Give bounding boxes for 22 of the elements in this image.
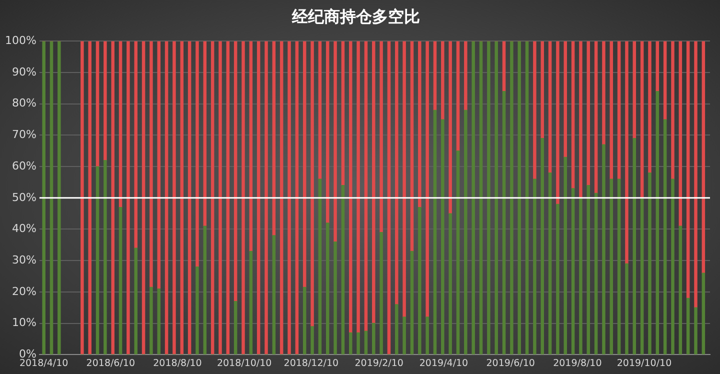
x-tick-label: 2019/4/10 — [419, 358, 468, 369]
y-tick-label: 10% — [12, 316, 36, 330]
x-tick-label: 2018/8/10 — [153, 358, 202, 369]
x-tick-label: 2018/4/10 — [19, 358, 68, 369]
x-tick-label: 2019/6/10 — [486, 358, 535, 369]
y-tick-label: 30% — [12, 253, 36, 266]
x-tick-label: 2019/10/10 — [616, 358, 672, 369]
y-tick-label: 90% — [12, 65, 36, 78]
x-tick-label: 2019/8/10 — [553, 358, 602, 369]
x-tick-label: 2018/10/10 — [216, 358, 272, 369]
y-tick-label: 50% — [12, 190, 36, 204]
y-tick-label: 40% — [12, 222, 36, 236]
x-tick-label: 2019/2/10 — [354, 358, 404, 369]
x-tick-label: 2018/6/10 — [86, 358, 136, 369]
y-tick-label: 60% — [12, 159, 36, 172]
y-tick-label: 0% — [18, 347, 36, 360]
y-tick-label: 70% — [12, 128, 36, 142]
y-tick-label: 80% — [12, 96, 36, 110]
y-tick-label: 100% — [4, 34, 36, 48]
y-tick-label: 20% — [12, 284, 36, 298]
chart-title: 经纪商持仓多空比 — [291, 6, 420, 26]
x-tick-label: 2018/12/10 — [284, 358, 339, 369]
